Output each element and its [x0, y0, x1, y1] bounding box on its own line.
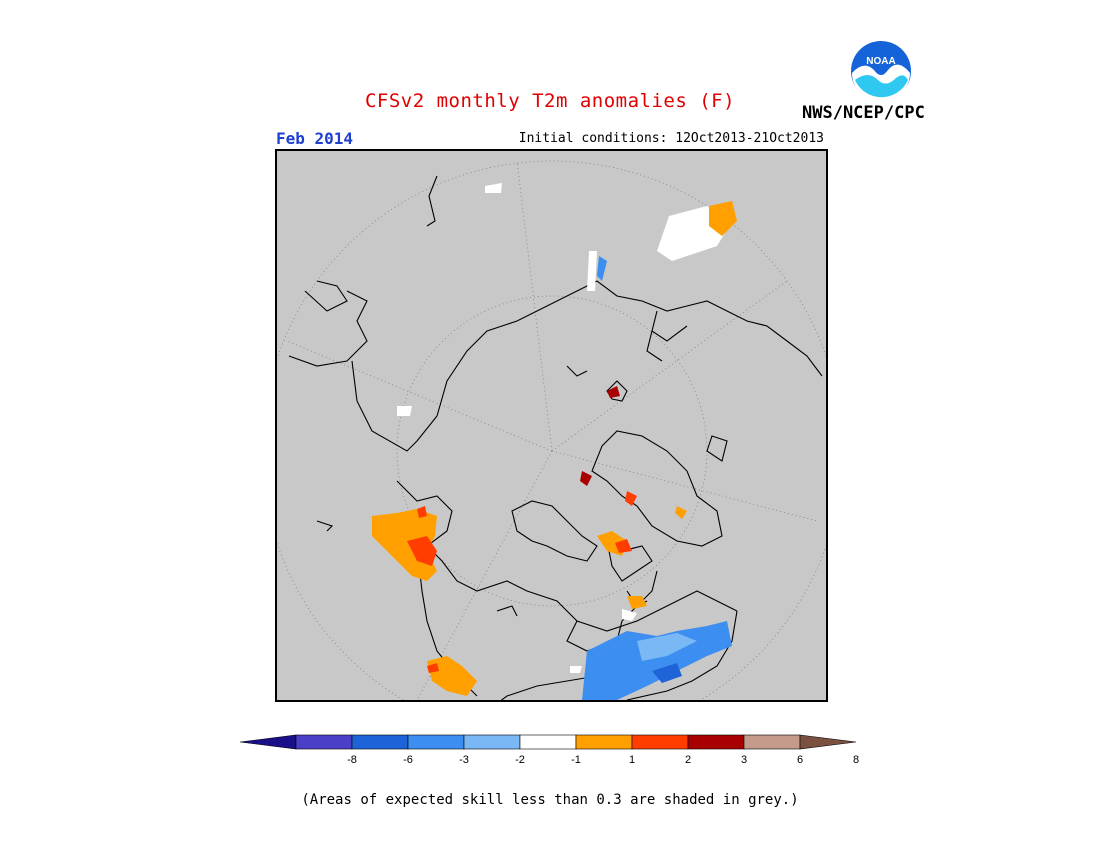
- legend-tick-label: -3: [459, 754, 469, 766]
- legend-swatch-max: [799, 734, 857, 750]
- legend-tick-label: 8: [853, 754, 859, 766]
- legend-ticks: -8 -6 -3 -2 -1 1 2 3 6 8: [347, 754, 859, 766]
- legend-tick-label: -8: [347, 754, 357, 766]
- color-legend: -8 -6 -3 -2 -1 1 2 3 6 8: [240, 734, 859, 766]
- legend-swatch: [463, 734, 521, 750]
- polar-map: [277, 160, 826, 700]
- legend-swatch: [575, 734, 633, 750]
- legend-swatch-min: [240, 734, 297, 750]
- anomaly-shading: [372, 183, 737, 700]
- noaa-logo: NOAA: [851, 41, 911, 102]
- legend-tick-label: 3: [741, 754, 747, 766]
- legend-tick-label: -2: [515, 754, 525, 766]
- coastlines: [288, 175, 823, 700]
- legend-swatch: [631, 734, 689, 750]
- legend-swatches: [240, 734, 857, 750]
- organization-label: NWS/NCEP/CPC: [802, 103, 925, 123]
- logo-text: NOAA: [866, 56, 895, 67]
- legend-swatch: [351, 734, 409, 750]
- legend-tick-label: 6: [797, 754, 803, 766]
- forecast-period: Feb 2014: [276, 129, 354, 148]
- graticule: [277, 160, 826, 700]
- legend-tick-label: -6: [403, 754, 413, 766]
- legend-tick-label: 2: [685, 754, 691, 766]
- skill-note: (Areas of expected skill less than 0.3 a…: [301, 792, 799, 808]
- legend-tick-label: -1: [571, 754, 581, 766]
- legend-swatch: [687, 734, 745, 750]
- legend-swatch: [743, 734, 801, 750]
- legend-swatch: [295, 734, 353, 750]
- chart-title: CFSv2 monthly T2m anomalies (F): [364, 90, 736, 112]
- legend-tick-label: 1: [629, 754, 635, 766]
- legend-swatch: [519, 734, 577, 750]
- map-panel: [275, 149, 828, 702]
- initial-conditions: Initial conditions: 12Oct2013-21Oct2013: [518, 131, 824, 146]
- legend-swatch: [407, 734, 465, 750]
